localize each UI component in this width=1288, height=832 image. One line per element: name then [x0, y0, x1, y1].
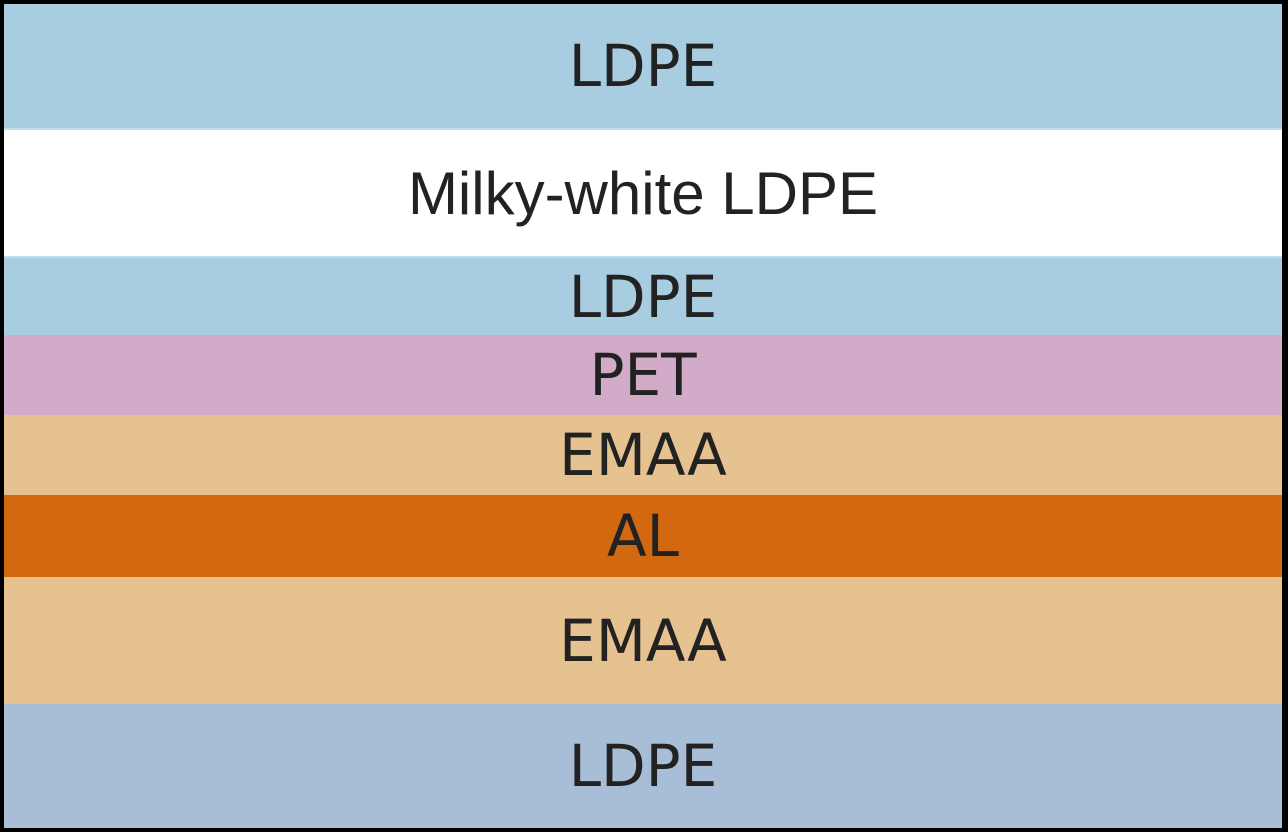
layer-label: EMAA — [559, 421, 727, 489]
layer-label: Milky-white LDPE — [407, 159, 879, 227]
layer: PET — [4, 335, 1282, 415]
layer-label: LDPE — [568, 732, 718, 800]
layer-stack: LDPE Milky-white LDPE LDPE PET EMAA AL E… — [4, 4, 1282, 828]
layer: EMAA — [4, 577, 1282, 704]
layer-label: EMAA — [559, 606, 727, 675]
layer: EMAA — [4, 415, 1282, 495]
layer-label: AL — [607, 502, 679, 570]
layer-label: PET — [589, 341, 697, 409]
layer: Milky-white LDPE — [4, 130, 1282, 258]
layer: LDPE — [4, 4, 1282, 130]
layer: AL — [4, 495, 1282, 577]
layer: LDPE — [4, 258, 1282, 335]
layer-label: LDPE — [568, 262, 718, 331]
layer-label: LDPE — [568, 32, 718, 100]
layer: LDPE — [4, 704, 1282, 828]
